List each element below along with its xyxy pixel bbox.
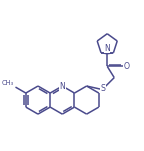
Text: CH₃: CH₃	[2, 80, 14, 86]
Text: N: N	[59, 82, 65, 91]
Text: N: N	[104, 44, 110, 53]
Text: S: S	[101, 84, 105, 93]
Text: O: O	[123, 62, 129, 71]
